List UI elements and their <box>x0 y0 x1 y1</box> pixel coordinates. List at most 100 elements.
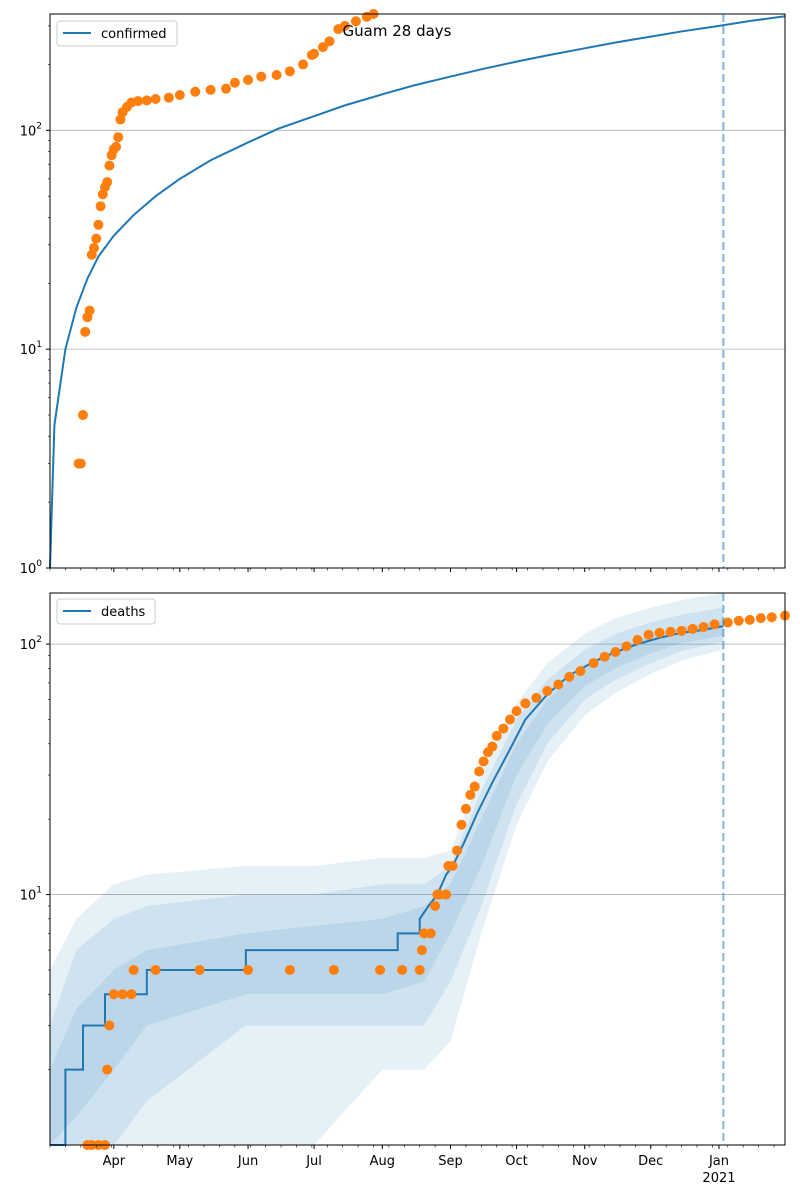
observed-point <box>150 94 161 105</box>
deaths-plot-frame <box>49 592 786 1146</box>
observed-point <box>221 83 232 94</box>
observed-point <box>469 781 480 792</box>
observed-point <box>95 201 106 212</box>
deaths-x-ticks: Apr May Jun Jul Aug Sep Oct Nov Dec Jan 2021 <box>49 1145 775 1186</box>
observed-point <box>104 1020 115 1031</box>
observed-point <box>150 964 161 975</box>
deaths-legend-box <box>56 598 156 625</box>
observed-point <box>698 622 709 633</box>
x-tick-label: Jun <box>237 1154 258 1169</box>
y-tick-label: 100 <box>20 559 43 577</box>
observed-point <box>654 627 665 638</box>
observed-point <box>324 36 335 47</box>
observed-point <box>243 964 254 975</box>
x-tick-label: Nov <box>572 1154 598 1169</box>
observed-point <box>632 634 643 645</box>
y-tick-label: 102 <box>20 121 42 139</box>
observed-point <box>78 410 89 421</box>
confirmed-line <box>49 15 786 569</box>
observed-point <box>621 641 632 652</box>
x-tick-label: Dec <box>638 1154 663 1169</box>
observed-point <box>531 692 542 703</box>
observed-point <box>91 233 102 244</box>
y-tick-label: 101 <box>20 886 42 904</box>
observed-point <box>141 95 152 106</box>
confirmed-legend-box <box>56 20 178 47</box>
observed-point <box>397 964 408 975</box>
observed-point <box>766 612 777 623</box>
observed-point <box>610 647 621 658</box>
observed-point <box>709 619 720 630</box>
observed-point <box>339 20 350 31</box>
observed-point <box>229 77 240 88</box>
observed-point <box>511 706 522 717</box>
observed-point <box>84 305 95 316</box>
x-tick-label: Apr <box>103 1154 126 1169</box>
observed-point <box>375 964 386 975</box>
observed-point <box>733 615 744 626</box>
x-tick-label: May <box>166 1154 193 1169</box>
observed-point <box>102 177 113 188</box>
x-tick-label: Jul <box>305 1154 322 1169</box>
observed-point <box>284 66 295 77</box>
observed-point <box>452 845 463 856</box>
deaths-y-ticks: 101 102 <box>20 635 50 1070</box>
y-tick-exponent: 2 <box>36 121 42 131</box>
observed-point <box>665 626 676 637</box>
observed-point <box>441 889 452 900</box>
confirmed-observed-points <box>73 9 379 469</box>
observed-point <box>755 613 766 624</box>
observed-point <box>284 964 295 975</box>
deaths-bands <box>50 593 724 1145</box>
deaths-band-mid <box>50 607 724 1145</box>
confirmed-legend: confirmed <box>56 20 178 47</box>
observed-point <box>190 86 201 97</box>
deaths-band-outer <box>50 593 724 1145</box>
observed-point <box>194 964 205 975</box>
deaths-panel: 101 102 Apr May Jun Jul Aug Sep Oct Nov Dec Jan 202… <box>20 592 790 1186</box>
confirmed-plot-frame <box>49 13 786 569</box>
observed-point <box>174 89 185 100</box>
confirmed-grid <box>50 129 785 350</box>
observed-point <box>744 614 755 625</box>
observed-point <box>108 989 119 1000</box>
observed-point <box>271 69 282 80</box>
observed-point <box>520 698 531 709</box>
observed-point <box>491 730 502 741</box>
deaths-grid <box>50 643 785 895</box>
observed-point <box>456 819 467 830</box>
y-tick-label: 102 <box>20 635 42 653</box>
deaths-observed-points <box>82 610 790 1150</box>
observed-point <box>104 160 115 171</box>
observed-point <box>111 141 122 152</box>
x-tick-sublabel: 2021 <box>702 1171 735 1186</box>
deaths-legend-label: deaths <box>101 605 146 620</box>
observed-point <box>256 71 267 82</box>
observed-point <box>133 96 144 107</box>
confirmed-x-ticks <box>49 568 775 572</box>
observed-point <box>487 741 498 752</box>
observed-point <box>113 132 124 143</box>
observed-point <box>75 458 86 469</box>
y-tick-exponent: 1 <box>36 340 42 350</box>
observed-point <box>89 242 100 253</box>
x-tick-label: Sep <box>438 1154 463 1169</box>
observed-point <box>163 92 174 103</box>
observed-point <box>117 989 128 1000</box>
observed-point <box>205 84 216 95</box>
observed-point <box>722 617 733 628</box>
observed-point <box>298 59 309 70</box>
observed-point <box>80 326 91 337</box>
observed-point <box>93 219 104 230</box>
observed-point <box>309 48 320 59</box>
observed-point <box>126 989 137 1000</box>
y-tick-exponent: 0 <box>36 559 42 569</box>
x-tick-label: Aug <box>370 1154 395 1169</box>
observed-point <box>564 671 575 682</box>
observed-point <box>504 714 515 725</box>
deaths-legend: deaths <box>56 598 156 625</box>
observed-point <box>430 901 441 912</box>
